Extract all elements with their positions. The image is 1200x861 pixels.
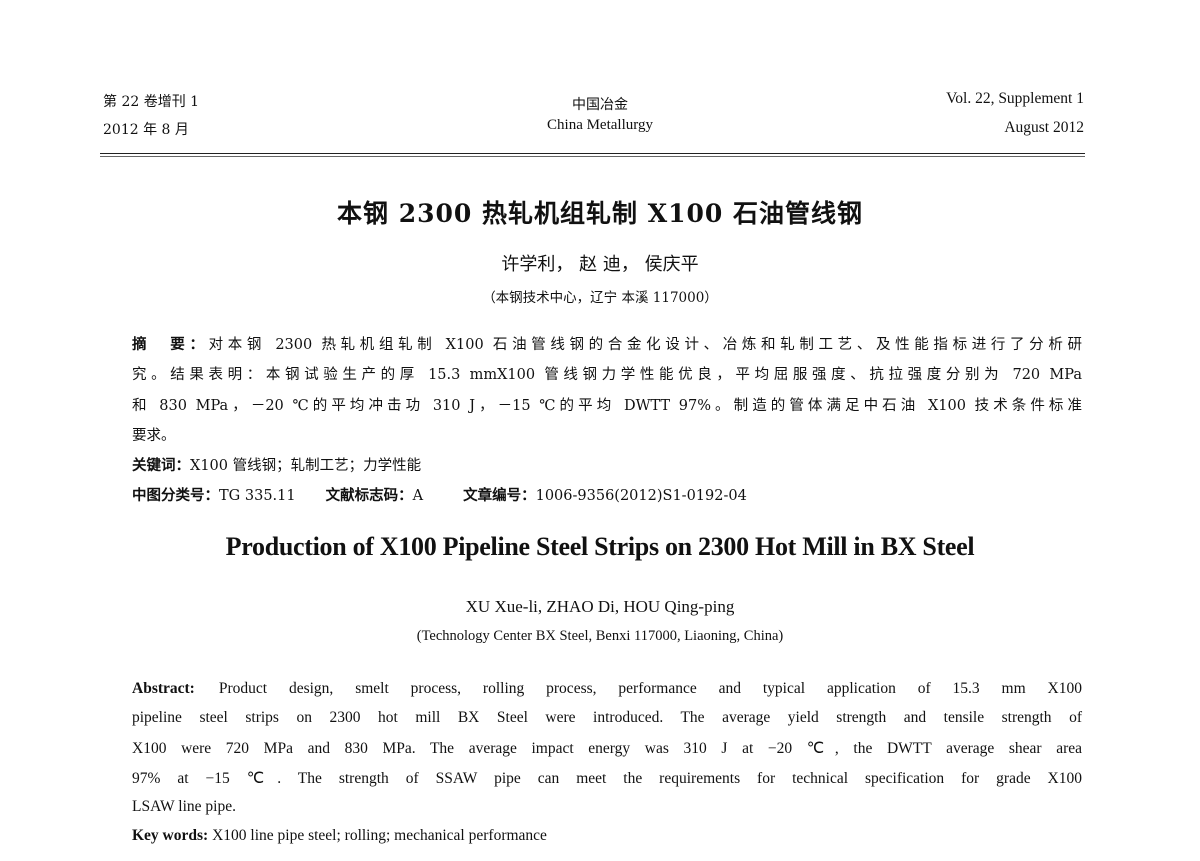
abstract-en-line: LSAW line pipe. bbox=[132, 798, 236, 815]
article-no-value: 1006-9356(2012)S1-0192-04 bbox=[535, 488, 747, 504]
abstract-cn-text: 对本钢 2300 热轧机组轧制 X100 石油管线钢的合金化设计、冶炼和轧制工艺… bbox=[208, 337, 1082, 353]
title-cn: 本钢 2300 热轧机组轧制 X100 石油管线钢 bbox=[337, 199, 863, 228]
keywords-cn-label: 关键词： bbox=[132, 457, 190, 474]
abstract-cn-line: 要求。 bbox=[132, 428, 176, 444]
authors-cn: 许学利， 赵 迪， 侯庆平 bbox=[501, 254, 699, 275]
affiliation-en: (Technology Center BX Steel, Benxi 11700… bbox=[416, 628, 784, 644]
doc-code-value: A bbox=[412, 488, 424, 504]
clc-label: 中图分类号： bbox=[132, 487, 219, 504]
keywords-en-label: Key words: bbox=[132, 827, 209, 844]
abstract-en-line: X100 were 720 MPa and 830 MPa. The avera… bbox=[132, 740, 1082, 757]
clc-value: TG 335.11 bbox=[219, 488, 296, 504]
keywords-en-text: X100 line pipe steel; rolling; mechanica… bbox=[212, 827, 547, 844]
header-rule-bottom bbox=[100, 156, 1085, 157]
abstract-cn-line: 摘 要：对本钢 2300 热轧机组轧制 X100 石油管线钢的合金化设计、冶炼和… bbox=[132, 333, 1082, 354]
keywords-cn: 关键词：X100 管线钢；轧制工艺；力学性能 bbox=[132, 454, 1082, 475]
abstract-en-line: Abstract: Product design, smelt process, … bbox=[132, 680, 1082, 698]
keywords-cn-text: X100 管线钢；轧制工艺；力学性能 bbox=[190, 458, 422, 474]
abstract-cn-line: 和 830 MPa，－20 ℃的平均冲击功 310 J，－15 ℃的平均 DWT… bbox=[132, 398, 1082, 414]
classification-cn: 中图分类号：TG 335.11 文献标志码：A 文章编号：1006-9356(201… bbox=[132, 484, 1082, 505]
abstract-en-line: pipeline steel strips on 2300 hot mill B… bbox=[132, 709, 1082, 726]
volume-en: Vol. 22, Supplement 1 bbox=[946, 90, 1084, 107]
date-en: August 2012 bbox=[1004, 119, 1084, 136]
article-no-label: 文章编号： bbox=[463, 487, 536, 504]
date-cn: 2012 年 8 月 bbox=[103, 122, 189, 138]
volume-cn: 第 22 卷增刊 1 bbox=[103, 94, 200, 110]
abstract-en-label: Abstract: bbox=[132, 680, 195, 697]
abstract-cn-line: 究。结果表明：本钢试验生产的厚 15.3 mmX100 管线钢力学性能优良，平均… bbox=[132, 367, 1082, 383]
affiliation-cn: （本钢技术中心，辽宁 本溪 117000） bbox=[482, 290, 718, 306]
journal-name-en: China Metallurgy bbox=[547, 117, 653, 133]
header-rule-top bbox=[100, 153, 1085, 154]
title-en: Production of X100 Pipeline Steel Strips… bbox=[225, 532, 975, 561]
keywords-en: Key words: X100 line pipe steel; rolling… bbox=[132, 827, 1082, 845]
abstract-en-line: 97% at −15 ℃. The strength of SSAW pipe … bbox=[132, 770, 1082, 787]
doc-code-label: 文献标志码： bbox=[325, 487, 413, 504]
journal-name-cn: 中国冶金 bbox=[572, 97, 628, 113]
abstract-cn-label: 摘 要： bbox=[132, 336, 209, 353]
authors-en: XU Xue-li, ZHAO Di, HOU Qing-ping bbox=[465, 597, 735, 616]
abstract-en-text: Product design, smelt process, rolling p… bbox=[218, 680, 1082, 697]
